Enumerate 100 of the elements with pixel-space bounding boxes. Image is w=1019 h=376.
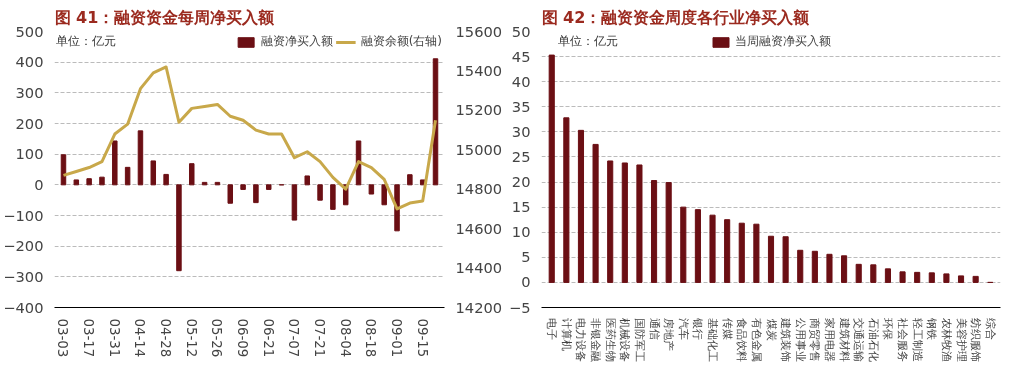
y-tick-label: 0 xyxy=(521,273,531,291)
x-tick-label: 电子 xyxy=(545,318,559,341)
x-tick-label: 计算机 xyxy=(559,318,573,352)
bar xyxy=(73,179,80,186)
bar xyxy=(607,160,614,283)
y-tick-label: 0 xyxy=(34,175,44,193)
line-series xyxy=(61,65,438,211)
bar xyxy=(240,184,246,190)
bar xyxy=(150,160,157,186)
x-tick-label: 04-14 xyxy=(132,318,148,358)
bar xyxy=(563,117,570,283)
y2-tick-label: 14800 xyxy=(455,180,503,198)
legend-label: 融资余额(右轴) xyxy=(360,33,442,50)
x-tick-label: 纺织服饰 xyxy=(969,318,983,363)
y-tick-label: −5 xyxy=(508,298,531,316)
y-tick-label: 300 xyxy=(15,83,44,101)
y-tick-label: 20 xyxy=(511,173,531,191)
x-tick-label: 09-15 xyxy=(414,318,430,358)
x-tick-label: 06-09 xyxy=(235,318,251,358)
y-tick-label: 500 xyxy=(15,22,44,40)
y-tick-label: 45 xyxy=(511,47,531,65)
bar xyxy=(317,184,323,201)
bar xyxy=(124,166,131,186)
bar xyxy=(112,140,118,186)
bar xyxy=(855,263,862,283)
y-tick-label: 15 xyxy=(511,198,531,216)
x-tick-label: 有色金属 xyxy=(749,318,763,363)
x-tick-label: 交通运输 xyxy=(852,318,866,363)
bar xyxy=(163,173,169,186)
bar xyxy=(724,219,731,283)
y-tick-label: 35 xyxy=(511,97,531,115)
chart-title: 图 42：融资资金周度各行业净买入额 xyxy=(541,7,811,27)
x-tick-label: 传媒 xyxy=(720,318,734,341)
bar xyxy=(189,163,195,186)
x-tick-label: 煤炭 xyxy=(764,318,778,341)
bar xyxy=(870,264,877,283)
bar xyxy=(407,174,413,186)
bar xyxy=(665,182,672,283)
bar xyxy=(680,206,687,283)
bar xyxy=(797,249,804,283)
bar xyxy=(651,180,658,283)
x-tick-label: 钢铁 xyxy=(925,317,939,341)
y-tick-label: −400 xyxy=(3,298,44,316)
y-tick-label: −200 xyxy=(3,237,44,255)
y2-tick-label: 15200 xyxy=(455,101,503,119)
y-tick-label: 50 xyxy=(511,22,531,40)
x-tick-label: 05-12 xyxy=(183,318,199,358)
bar xyxy=(621,162,628,283)
bar xyxy=(636,164,643,283)
y2-tick-label: 14200 xyxy=(455,298,503,316)
bar xyxy=(176,184,182,272)
bar xyxy=(86,178,92,186)
y2-tick-label: 15000 xyxy=(455,140,503,158)
x-tick-label: 03-31 xyxy=(106,318,122,358)
bar xyxy=(928,272,935,283)
bar xyxy=(694,209,701,283)
annotation: 单位：亿元 xyxy=(55,33,116,48)
bar xyxy=(99,176,105,186)
x-tick-label: 08-04 xyxy=(337,318,353,358)
x-tick-label: 医药生物 xyxy=(603,318,617,363)
y-tick-label: −100 xyxy=(3,206,44,224)
x-tick-label: 银行 xyxy=(691,317,705,341)
bar xyxy=(592,143,599,283)
x-tick-label: 电力设备 xyxy=(574,318,588,363)
x-tick-label: 05-26 xyxy=(209,318,225,358)
x-tick-label: 石油石化 xyxy=(866,318,880,363)
bar xyxy=(709,214,716,283)
chart-title: 图 41：融资资金每周净买入额 xyxy=(54,7,276,27)
x-tick-label: 综合 xyxy=(983,318,997,341)
bar xyxy=(227,184,233,204)
bar xyxy=(957,275,965,283)
bar xyxy=(899,271,906,283)
y-tick-label: 10 xyxy=(511,223,531,241)
x-tick-label: 社会服务 xyxy=(896,318,910,363)
x-tick-label: 建筑装饰 xyxy=(779,317,793,363)
bar xyxy=(767,235,775,283)
bar xyxy=(330,184,336,210)
y2-tick-label: 15600 xyxy=(455,22,503,40)
bar xyxy=(782,236,789,283)
x-tick-label: 建筑材料 xyxy=(837,317,851,363)
x-tick-label: 公用事业 xyxy=(793,318,807,363)
bar xyxy=(253,184,259,204)
bar xyxy=(811,250,818,283)
y2-tick-label: 14400 xyxy=(455,259,503,277)
bar xyxy=(753,223,760,283)
x-tick-label: 基础化工 xyxy=(706,318,720,363)
bar xyxy=(972,275,979,283)
x-tick-label: 环保 xyxy=(881,318,895,341)
y2-tick-label: 14600 xyxy=(455,219,503,237)
x-tick-label: 06-21 xyxy=(260,318,276,358)
y-tick-label: 200 xyxy=(15,114,44,132)
x-tick-label: 房地产 xyxy=(662,318,676,352)
bar xyxy=(304,175,310,186)
x-tick-label: 08-18 xyxy=(363,318,379,358)
x-tick-label: 机械设备 xyxy=(618,318,632,363)
x-tick-label: 07-07 xyxy=(286,318,302,358)
bar xyxy=(137,130,144,186)
x-tick-label: 04-28 xyxy=(158,318,174,358)
y-tick-label: −300 xyxy=(3,267,44,285)
x-tick-label: 通信 xyxy=(647,318,661,341)
